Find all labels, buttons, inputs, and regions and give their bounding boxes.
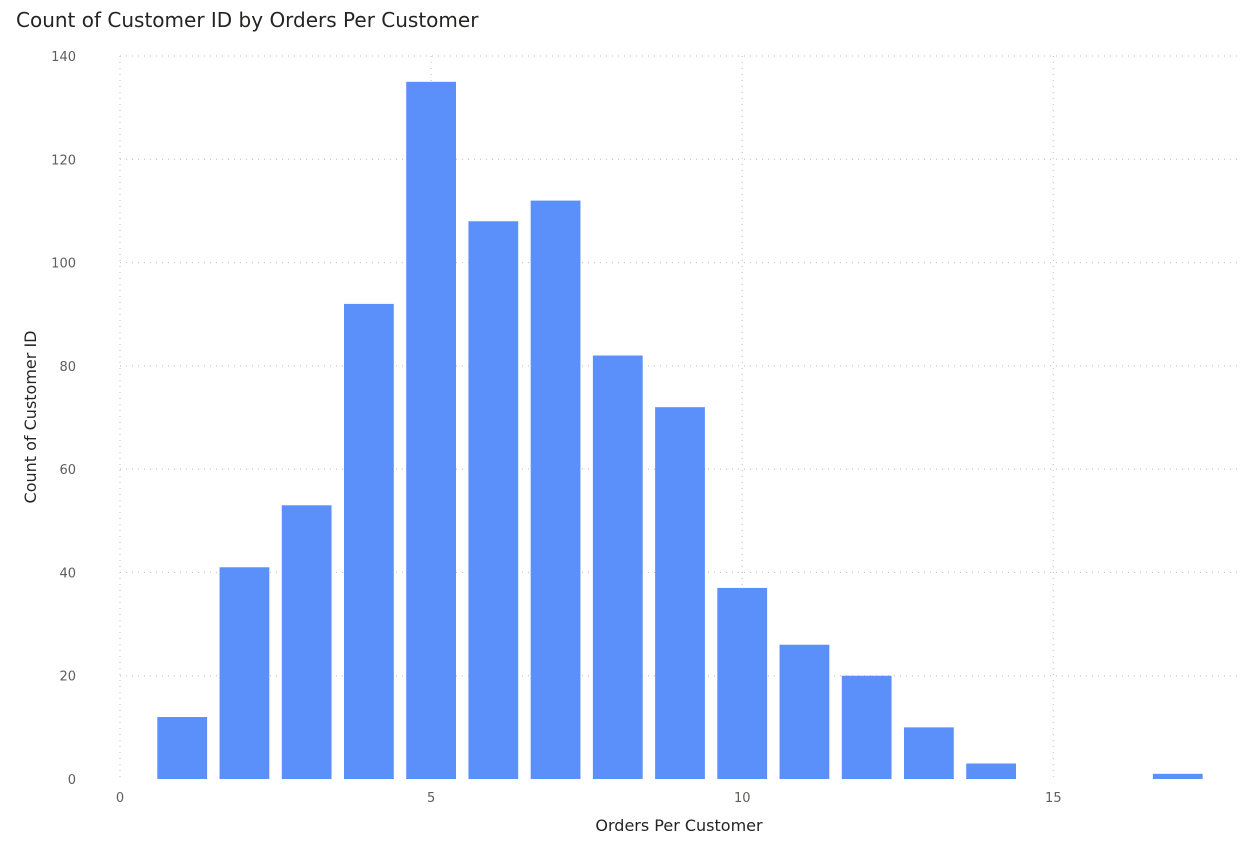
bar-17[interactable] [1152, 773, 1203, 779]
y-tick-label: 140 [51, 50, 76, 65]
y-tick-label: 120 [51, 153, 76, 168]
y-tick-label: 100 [51, 257, 76, 272]
bar-11[interactable] [779, 644, 830, 779]
bar-9[interactable] [655, 407, 705, 779]
bar-13[interactable] [904, 727, 954, 779]
bar-7[interactable] [530, 200, 581, 780]
chart-title: Count of Customer ID by Orders Per Custo… [16, 8, 479, 32]
y-tick-label: 0 [68, 773, 76, 788]
bar-5[interactable] [406, 81, 456, 780]
bar-14[interactable] [966, 763, 1016, 779]
bar-10[interactable] [717, 587, 768, 779]
bar-3[interactable] [281, 505, 332, 779]
bar-6[interactable] [468, 221, 519, 779]
bar-4[interactable] [344, 303, 394, 779]
y-tick-label: 20 [59, 670, 76, 685]
bar-2[interactable] [219, 567, 270, 779]
bar-8[interactable] [592, 355, 643, 779]
x-tick-label: 0 [116, 791, 124, 806]
y-axis-label: Count of Customer ID [21, 331, 40, 504]
y-tick-label: 80 [59, 360, 76, 375]
y-tick-label: 60 [59, 463, 76, 478]
bar-12[interactable] [841, 675, 892, 779]
x-tick-label: 10 [734, 791, 751, 806]
x-axis-label: Orders Per Customer [595, 816, 763, 835]
x-tick-label: 15 [1045, 791, 1062, 806]
y-tick-label: 40 [59, 566, 76, 581]
x-tick-label: 5 [427, 791, 435, 806]
bar-1[interactable] [157, 717, 208, 779]
